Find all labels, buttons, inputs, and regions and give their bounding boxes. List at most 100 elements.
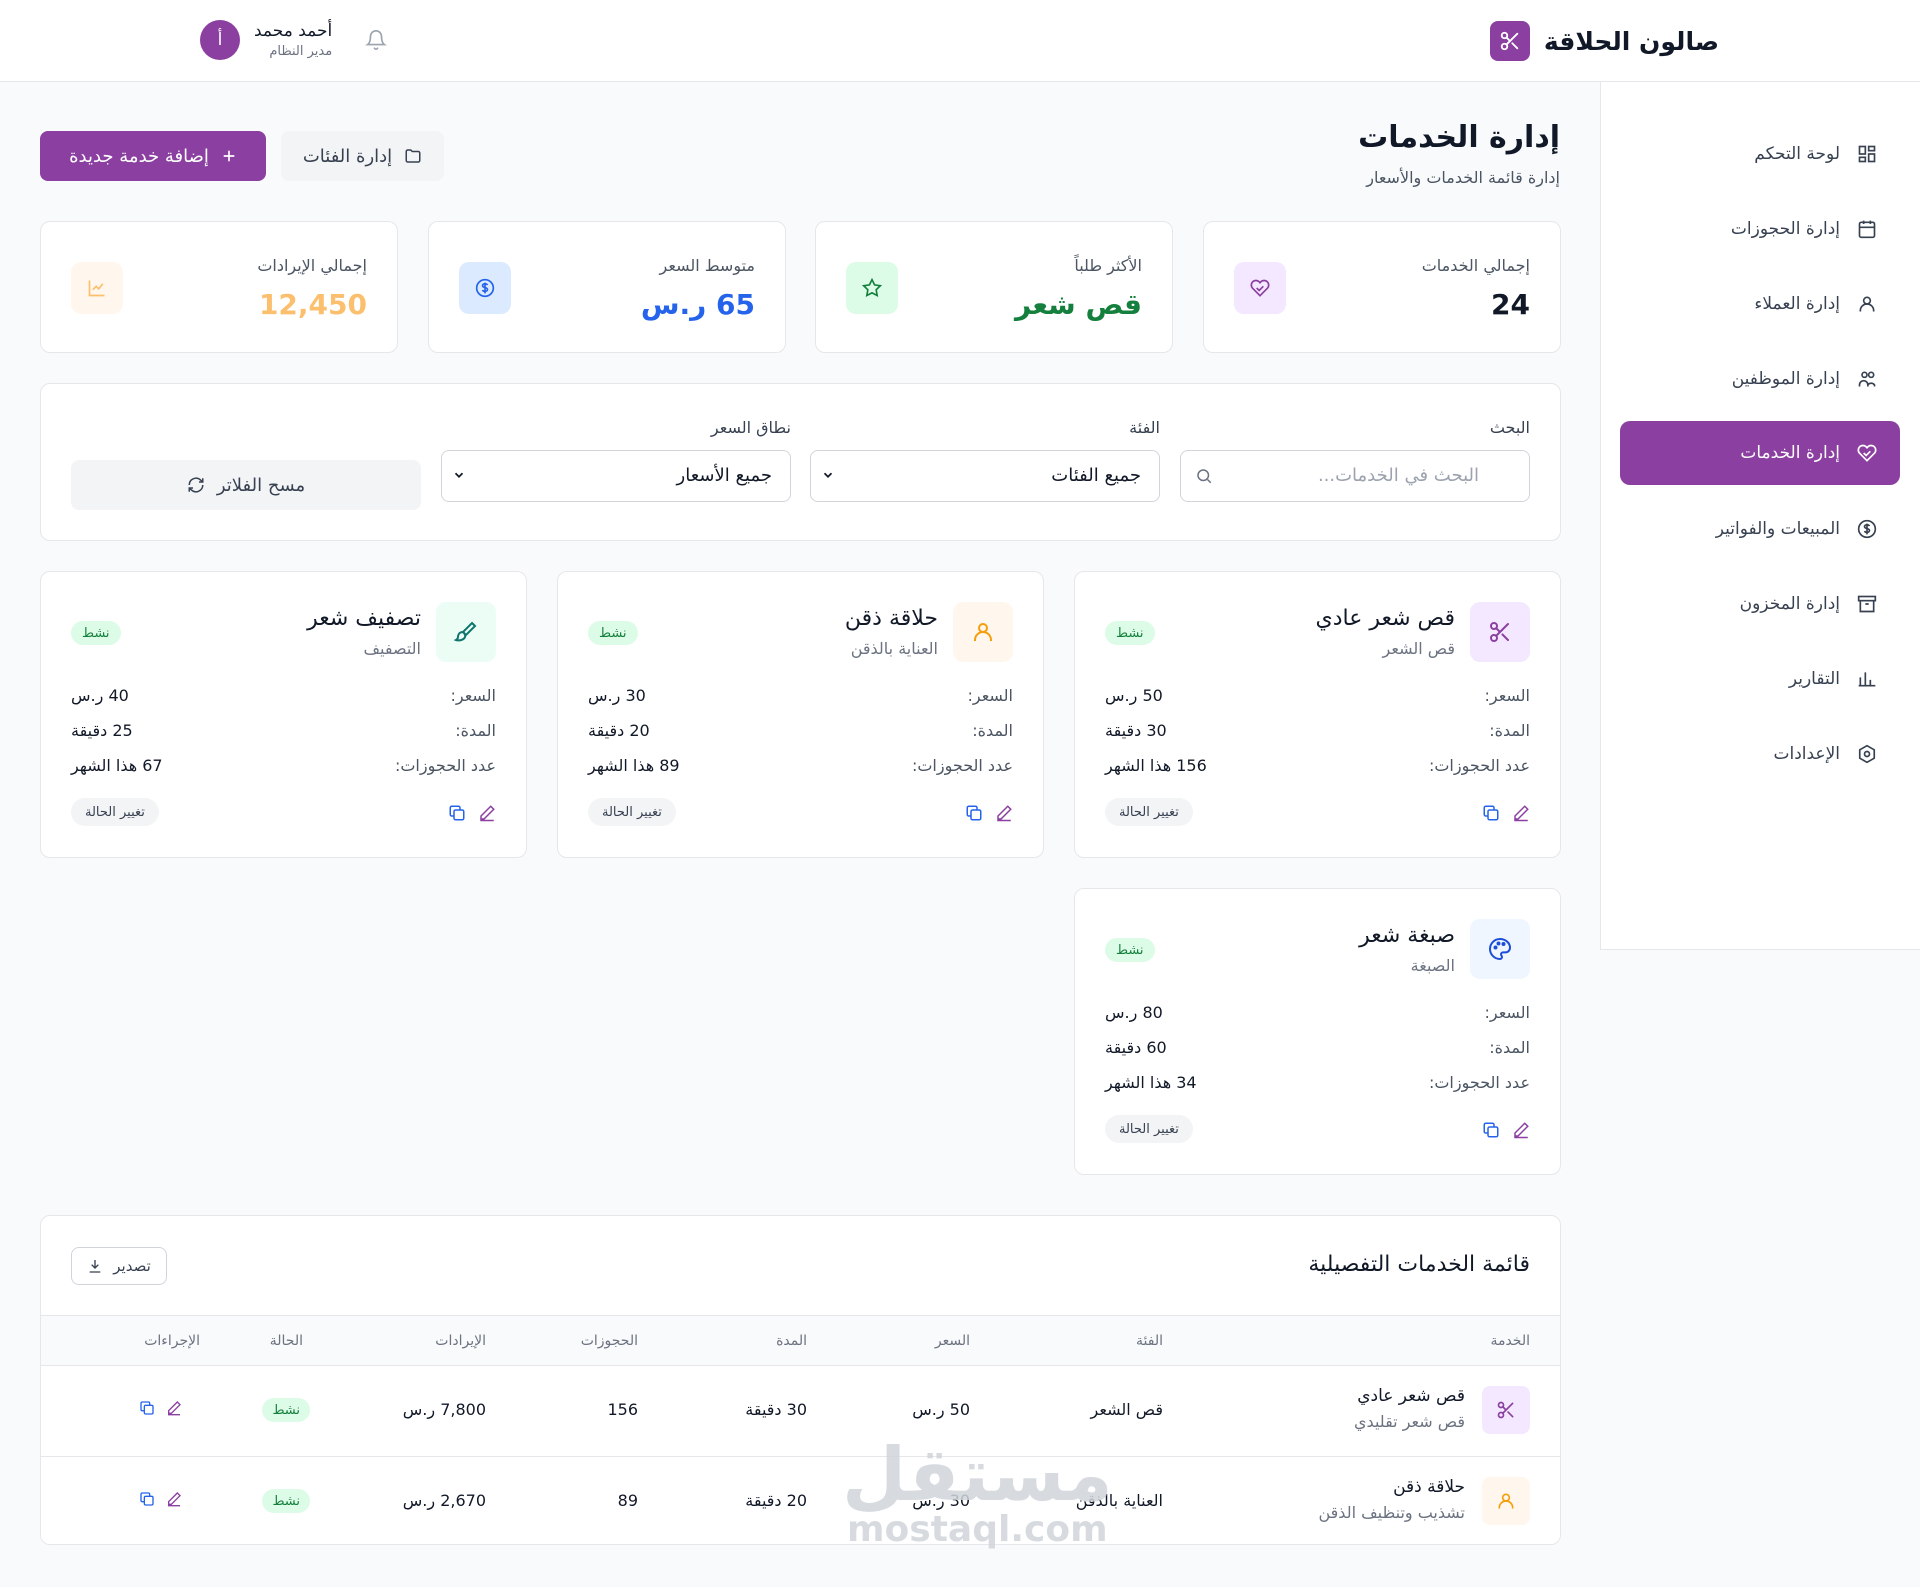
sidebar-item-label: التقارير xyxy=(1788,669,1840,689)
duration-label: المدة: xyxy=(972,721,1013,740)
folder-icon xyxy=(404,147,422,165)
user-icon xyxy=(1856,293,1878,315)
table-row[interactable]: حلاقة ذقن تشذيب وتنظيف الذقن العناية بال… xyxy=(41,1456,1560,1544)
service-card: قص شعر عادي قص الشعر نشط السعر: 50 ر.س ا… xyxy=(1074,571,1561,858)
price-label: السعر: xyxy=(1484,686,1530,705)
plus-icon xyxy=(221,148,237,164)
column-header: الإجراءات xyxy=(144,1333,200,1349)
bell-icon[interactable] xyxy=(365,28,387,52)
status-badge: نشط xyxy=(1105,938,1155,962)
change-status-button[interactable]: تغيير الحالة xyxy=(1105,798,1193,826)
sidebar-item-sales[interactable]: المبيعات والفواتير xyxy=(1620,497,1900,561)
sidebar-item-inventory[interactable]: إدارة المخزون xyxy=(1620,572,1900,636)
revenue-cell: 2,670 ر.س xyxy=(402,1491,486,1510)
category-select[interactable]: جميع الفئات xyxy=(810,450,1160,502)
change-status-button[interactable]: تغيير الحالة xyxy=(588,798,676,826)
copy-icon[interactable] xyxy=(1482,1121,1500,1139)
app-title: صالون الحلاقة xyxy=(1543,26,1719,56)
duration-cell: 30 دقيقة xyxy=(745,1400,807,1419)
manage-categories-button[interactable]: إدارة الفئات xyxy=(281,131,444,181)
sidebar-item-label: إدارة الموظفين xyxy=(1731,369,1840,389)
edit-icon[interactable] xyxy=(1512,804,1530,822)
bookings-label: عدد الحجوزات: xyxy=(1428,1073,1530,1092)
clear-filters-button[interactable]: مسح الفلاتر xyxy=(71,460,421,510)
sidebar-item-services[interactable]: إدارة الخدمات xyxy=(1620,421,1900,485)
search-placeholder: البحث في الخدمات... xyxy=(1317,465,1479,486)
stat-label: إجمالي الإيرادات xyxy=(257,256,367,275)
edit-icon[interactable] xyxy=(166,1400,182,1416)
user-icon xyxy=(953,602,1013,662)
watermark: مستقل mostaql.com xyxy=(842,1432,1113,1550)
bookings-value: 67 هذا الشهر xyxy=(71,756,163,775)
stat-card-total-revenue: إجمالي الإيرادات 12,450 xyxy=(40,221,398,353)
service-card: حلاقة ذقن العناية بالذقن نشط السعر: 30 ر… xyxy=(557,571,1044,858)
bookings-cell: 89 xyxy=(617,1491,638,1510)
change-status-button[interactable]: تغيير الحالة xyxy=(71,798,159,826)
edit-icon[interactable] xyxy=(995,804,1013,822)
avatar[interactable]: أ xyxy=(200,20,240,60)
duration-value: 25 دقيقة xyxy=(71,721,133,740)
status-badge: نشط xyxy=(1105,621,1155,645)
brush-icon xyxy=(436,602,496,662)
edit-icon[interactable] xyxy=(166,1491,182,1507)
service-title: صبغة شعر xyxy=(1359,923,1455,948)
copy-icon[interactable] xyxy=(448,804,466,822)
column-header: الحجوزات xyxy=(580,1333,638,1349)
column-header: الإيرادات xyxy=(435,1333,486,1349)
palette-icon xyxy=(1470,919,1530,979)
add-service-button[interactable]: إضافة خدمة جديدة xyxy=(40,131,266,181)
stat-value: 12,450 xyxy=(258,288,367,321)
service-category: العناية بالذقن xyxy=(850,639,938,658)
copy-icon[interactable] xyxy=(139,1400,155,1416)
service-name: قص شعر عادي xyxy=(1357,1386,1465,1406)
sidebar-item-employees[interactable]: إدارة الموظفين xyxy=(1620,347,1900,411)
table-row[interactable]: قص شعر عادي قص شعر تقليدي قص الشعر 50 ر.… xyxy=(41,1365,1560,1456)
scissors-icon xyxy=(1489,21,1530,61)
column-header: الخدمة xyxy=(1490,1333,1530,1349)
filters-panel: البحث البحث في الخدمات... الفئة جميع الف… xyxy=(40,383,1561,541)
price-cell: 50 ر.س xyxy=(912,1400,970,1419)
settings-icon xyxy=(1856,743,1878,765)
price-label: السعر: xyxy=(1484,1003,1530,1022)
sidebar-item-dashboard[interactable]: لوحة التحكم xyxy=(1620,122,1900,186)
service-category: التصفيف xyxy=(363,639,421,658)
stat-value: 24 xyxy=(1491,288,1530,321)
page-subtitle: إدارة قائمة الخدمات والأسعار xyxy=(1366,168,1560,187)
brand[interactable]: صالون الحلاقة xyxy=(1489,21,1719,61)
export-button[interactable]: تصدير xyxy=(71,1247,167,1285)
edit-icon[interactable] xyxy=(1512,1121,1530,1139)
service-card: تصفيف شعر التصفيف نشط السعر: 40 ر.س المد… xyxy=(40,571,527,858)
price-range-select[interactable]: جميع الأسعار xyxy=(441,450,791,502)
service-category: قص الشعر xyxy=(1382,639,1455,658)
copy-icon[interactable] xyxy=(965,804,983,822)
search-input[interactable]: البحث في الخدمات... xyxy=(1180,450,1530,502)
table-title: قائمة الخدمات التفصيلية xyxy=(1308,1252,1530,1277)
sidebar-item-customers[interactable]: إدارة العملاء xyxy=(1620,272,1900,336)
revenue-cell: 7,800 ر.س xyxy=(402,1400,486,1419)
scissors-icon xyxy=(1482,1386,1530,1434)
price-value: 50 ر.س xyxy=(1105,686,1163,705)
sidebar-item-reports[interactable]: التقارير xyxy=(1620,647,1900,711)
column-header: الحالة xyxy=(269,1333,303,1349)
search-icon xyxy=(1195,467,1213,485)
copy-icon[interactable] xyxy=(1482,804,1500,822)
heart-hand-icon xyxy=(1234,262,1286,314)
column-header: المدة xyxy=(776,1333,807,1349)
bookings-label: عدد الحجوزات: xyxy=(394,756,496,775)
user-name: أحمد محمد xyxy=(254,21,333,41)
sidebar: لوحة التحكم إدارة الحجوزات إدارة العملاء… xyxy=(1600,82,1920,950)
copy-icon[interactable] xyxy=(139,1491,155,1507)
sidebar-item-bookings[interactable]: إدارة الحجوزات xyxy=(1620,197,1900,261)
stat-value: قص شعر xyxy=(1014,288,1142,321)
stat-value: 65 ر.س xyxy=(640,288,755,321)
user-profile[interactable]: أحمد محمد مدير النظام أ xyxy=(200,20,332,60)
service-name: حلاقة ذقن xyxy=(1393,1477,1465,1497)
user-icon xyxy=(1482,1477,1530,1525)
bookings-value: 89 هذا الشهر xyxy=(588,756,680,775)
watermark-arabic: مستقل xyxy=(842,1432,1113,1518)
service-title: حلاقة ذقن xyxy=(844,606,938,631)
edit-icon[interactable] xyxy=(478,804,496,822)
change-status-button[interactable]: تغيير الحالة xyxy=(1105,1115,1193,1143)
sidebar-item-settings[interactable]: الإعدادات xyxy=(1620,722,1900,786)
stat-card-most-requested: الأكثر طلباً قص شعر xyxy=(815,221,1173,353)
